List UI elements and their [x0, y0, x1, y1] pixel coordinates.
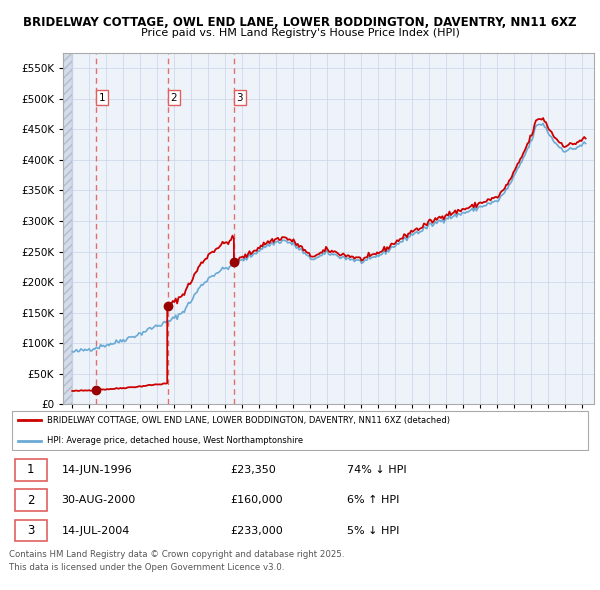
FancyBboxPatch shape [15, 458, 47, 480]
Text: BRIDELWAY COTTAGE, OWL END LANE, LOWER BODDINGTON, DAVENTRY, NN11 6XZ (detached): BRIDELWAY COTTAGE, OWL END LANE, LOWER B… [47, 416, 450, 425]
Text: 30-AUG-2000: 30-AUG-2000 [61, 495, 136, 505]
Bar [63, 53, 71, 404]
Text: 74% ↓ HPI: 74% ↓ HPI [347, 464, 406, 474]
Text: 3: 3 [27, 524, 35, 537]
FancyBboxPatch shape [15, 489, 47, 511]
Text: £160,000: £160,000 [230, 495, 283, 505]
FancyBboxPatch shape [15, 520, 47, 542]
Text: 1: 1 [27, 463, 35, 476]
Text: Price paid vs. HM Land Registry's House Price Index (HPI): Price paid vs. HM Land Registry's House … [140, 28, 460, 38]
Text: 2: 2 [170, 93, 177, 103]
Text: 2: 2 [27, 493, 35, 507]
Text: This data is licensed under the Open Government Licence v3.0.: This data is licensed under the Open Gov… [9, 563, 284, 572]
Text: Contains HM Land Registry data © Crown copyright and database right 2025.: Contains HM Land Registry data © Crown c… [9, 550, 344, 559]
FancyBboxPatch shape [12, 411, 588, 450]
Text: 14-JUL-2004: 14-JUL-2004 [61, 526, 130, 536]
Bar [63, 53, 71, 404]
Text: HPI: Average price, detached house, West Northamptonshire: HPI: Average price, detached house, West… [47, 436, 303, 445]
Text: BRIDELWAY COTTAGE, OWL END LANE, LOWER BODDINGTON, DAVENTRY, NN11 6XZ: BRIDELWAY COTTAGE, OWL END LANE, LOWER B… [23, 16, 577, 29]
Text: 3: 3 [236, 93, 243, 103]
Text: 14-JUN-1996: 14-JUN-1996 [61, 464, 132, 474]
Text: 6% ↑ HPI: 6% ↑ HPI [347, 495, 399, 505]
Text: 1: 1 [99, 93, 106, 103]
Text: £233,000: £233,000 [230, 526, 283, 536]
Text: 5% ↓ HPI: 5% ↓ HPI [347, 526, 399, 536]
Text: £23,350: £23,350 [230, 464, 276, 474]
